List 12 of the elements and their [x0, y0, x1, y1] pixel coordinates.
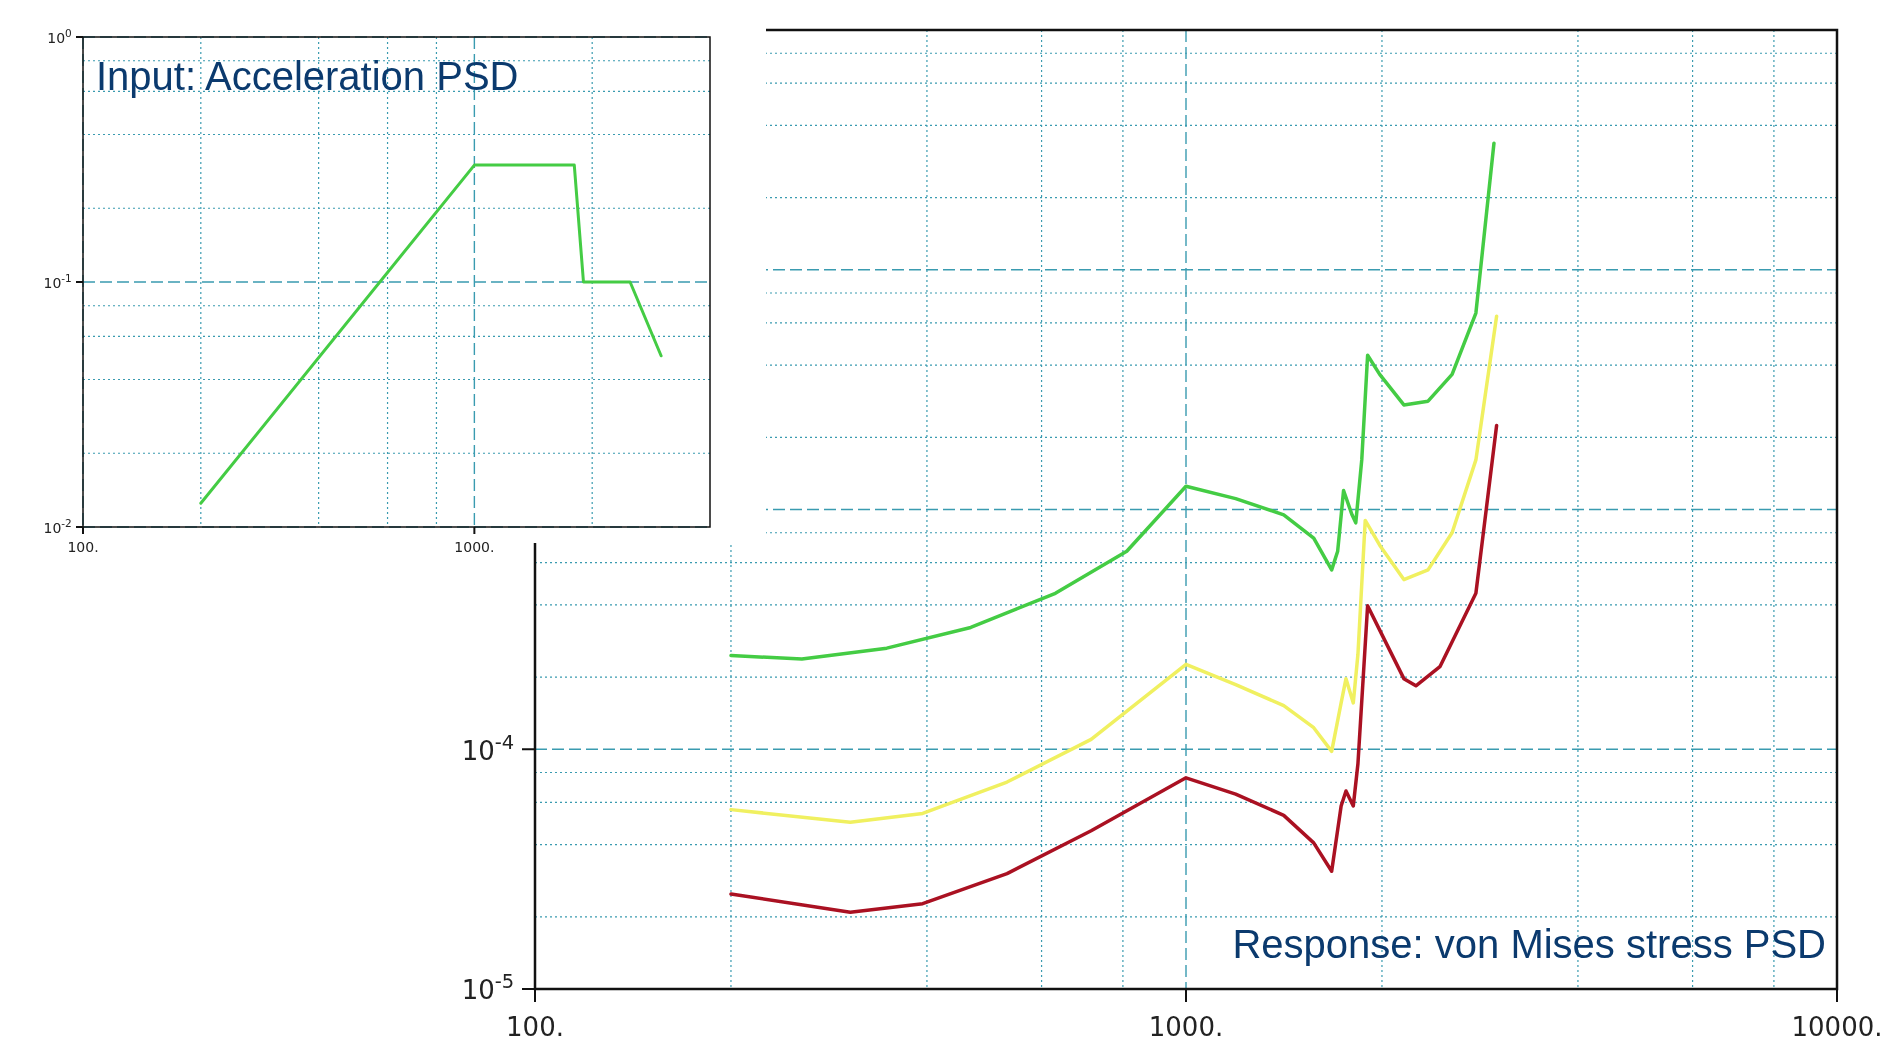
y-tick-label: 10$^{0}$	[47, 26, 72, 46]
x-tick-label: 100.	[506, 1011, 564, 1042]
y-tick-label: 10$^{-2}$	[43, 516, 72, 536]
chart-title: Input: Acceleration PSD	[96, 54, 519, 98]
x-tick-label: 1000.	[1148, 1011, 1224, 1042]
x-tick-label: 1000.	[454, 539, 495, 556]
y-tick-label: 10$^{-1}$	[43, 271, 72, 291]
y-tick-label: 10$^{-5}$	[461, 969, 515, 1006]
x-tick-label: 100.	[67, 539, 99, 556]
text: Response: von Mises stress PSD	[1232, 922, 1826, 966]
x-tick-label: 10000.	[1791, 1011, 1883, 1042]
y-tick-label: 10$^{-4}$	[461, 730, 515, 766]
